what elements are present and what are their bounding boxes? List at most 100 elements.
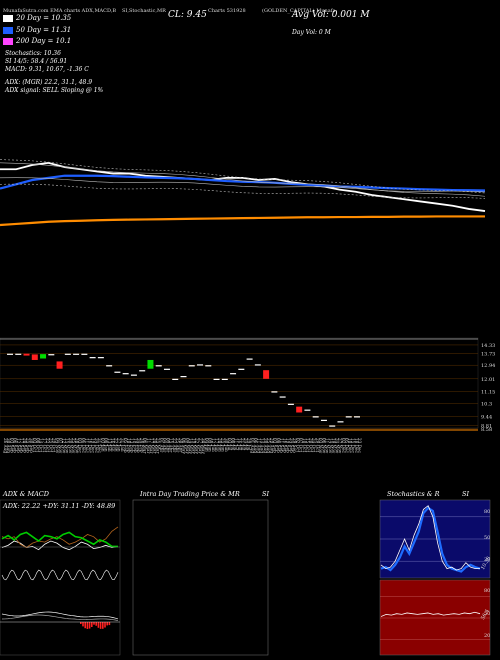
- date-tick-label: 08 Jan: [104, 438, 109, 452]
- price-candle: [48, 354, 55, 356]
- price-candle: [147, 359, 154, 369]
- price-candle: [221, 378, 228, 380]
- macd-histogram-bar: [91, 622, 93, 627]
- date-tick-label: 03 Jan: [100, 438, 105, 452]
- price-candle: [31, 354, 38, 360]
- date-tick-label: 29 Oct: [315, 438, 320, 452]
- legend-label-ema200: 200 Day = 10.1: [16, 37, 72, 45]
- adx-panel-values: ADX: 22.22 +DY: 31.11 -DY: 48.89: [3, 502, 116, 510]
- price-tick-label: 12.94: [481, 363, 495, 369]
- date-tick-label: 12 Jun: [211, 438, 216, 452]
- date-tick-label: 29 Jul: [247, 438, 252, 451]
- macd-histogram-bar: [84, 622, 86, 629]
- stochastic-panel-title: Stochastics & R: [387, 490, 440, 498]
- date-tick-label: 29 Aug: [269, 438, 274, 453]
- date-tick-label: 16 Dec: [87, 438, 92, 453]
- price-candle: [205, 365, 212, 367]
- legend-ema200: 200 Day = 10.1: [3, 37, 71, 45]
- date-tick-label: 08 Oct: [35, 438, 40, 452]
- date-tick-label: 20 Aug: [263, 438, 268, 453]
- adx-macd-panel: [0, 499, 121, 656]
- price-candle: [7, 353, 13, 355]
- price-candle: [188, 365, 195, 367]
- macd-histogram-bar: [95, 622, 97, 626]
- price-tick-label: 10.3: [481, 402, 492, 408]
- stoch-axis-50: 50: [484, 535, 491, 541]
- date-tick-label: 05 Dec: [344, 438, 349, 453]
- price-candle: [287, 403, 294, 405]
- macd-histogram-bar: [80, 622, 82, 624]
- date-tick-label: 09 Jun: [208, 438, 213, 452]
- close-price: CL: 9.45: [168, 10, 207, 20]
- date-tick-label: 16 Jan: [110, 438, 115, 452]
- date-tick-label: 09 Apr: [165, 438, 170, 452]
- date-tick-label: 22 May: [195, 438, 200, 454]
- date-tick-label: 28 Nov: [74, 438, 79, 454]
- price-tick-label: 13.73: [481, 352, 495, 358]
- stoch-k-line: [380, 506, 481, 573]
- date-tick-label: 11 Jul: [234, 438, 239, 451]
- price-candle: [180, 376, 187, 378]
- date-tick-label: 20 Oct: [308, 438, 313, 452]
- price-tick-label: 9.44: [481, 414, 492, 420]
- date-tick-label: 03 Dec: [78, 438, 83, 453]
- adx-signal-text: ADX signal: SELL Sloping @ 1%: [5, 87, 104, 94]
- date-tick-label: 25 Apr: [175, 438, 180, 452]
- date-tick-label: 15 Dec: [351, 438, 356, 453]
- date-tick-label: 20 Jun: [217, 438, 222, 452]
- date-tick-label: 09 May: [185, 438, 190, 454]
- date-tick-label: 15 Apr: [169, 438, 174, 452]
- ema-chart: [0, 159, 486, 227]
- si-text: SI 14/5: 58.4 / 56.91: [5, 58, 68, 65]
- date-tick-label: 25 Sep: [26, 438, 31, 453]
- price-candle: [97, 357, 104, 359]
- macd-histogram-bar: [82, 622, 84, 627]
- macd-histogram-bar: [104, 622, 106, 628]
- date-tick-label: 11 Sep: [279, 438, 284, 453]
- adx-text: ADX: (MGR) 22.2, 31.1, 48.9: [5, 79, 93, 86]
- price-tick-label: 8.58: [481, 427, 492, 433]
- candles: [7, 353, 360, 427]
- price-candle: [263, 370, 270, 379]
- ema-line-2: [0, 215, 485, 227]
- date-tick-label: 03 Nov: [318, 438, 323, 454]
- date-tick-label: 25 Jun: [221, 438, 226, 452]
- price-axis: 14.33 13.73 12.94 12.01 11.15 10.3 9.44 8.818.5…: [481, 343, 495, 433]
- header-source: MunafaSutra.com EMA charts ADX,MACD,B: [3, 8, 117, 14]
- price-candle: [163, 368, 170, 370]
- date-tick-label: 06 May: [182, 438, 187, 454]
- intraday-panel-si: SI: [262, 490, 270, 498]
- legend-label-ema50: 50 Day = 11.31: [16, 26, 72, 34]
- date-tick-label: 24 Oct: [312, 438, 317, 452]
- date-tick-label: 14 Aug: [260, 438, 265, 453]
- legend-ema50: 50 Day = 11.31: [3, 26, 71, 34]
- date-tick-label: 17 Sep: [19, 438, 24, 453]
- stoch-axis-20: 20: [484, 557, 491, 563]
- price-candle: [304, 409, 311, 411]
- price-candle: [230, 373, 237, 375]
- date-tick-label: 01 Apr: [159, 438, 164, 452]
- date-tick-label: 19 Sep: [286, 438, 291, 453]
- price-candle: [271, 391, 278, 393]
- macd-histogram-bar: [86, 622, 89, 629]
- rsi-lines: [380, 596, 490, 640]
- date-tick-label: 04 Jun: [204, 438, 209, 452]
- ema-envelope-1: [0, 159, 486, 194]
- price-candle: [56, 361, 63, 369]
- adx-panel-title: ADX & MACD: [3, 490, 49, 498]
- macd-histogram-bar: [93, 622, 95, 625]
- price-tick-label: 11.15: [481, 389, 495, 395]
- ema-line-1: [0, 174, 486, 192]
- date-tick-label: 23 Dec: [357, 438, 362, 453]
- date-tick-label: 29 Sep: [292, 438, 297, 453]
- date-tick-label: 30 May: [201, 438, 206, 454]
- header-symbol: (GOLDEN_CAPITAL) Munafa: [262, 8, 336, 14]
- ema-line-0: [0, 161, 486, 212]
- date-tick-label: 12 Sep: [16, 438, 21, 453]
- price-candle: [296, 406, 303, 413]
- date-tick-label: 30 Apr: [178, 438, 183, 452]
- date-tick-label: 06 Aug: [253, 438, 258, 453]
- date-tick-label: 24 Sep: [289, 438, 294, 453]
